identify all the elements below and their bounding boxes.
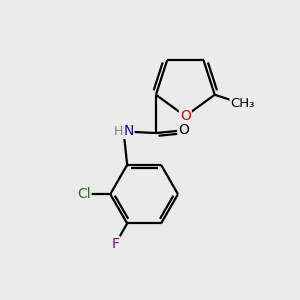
Text: O: O xyxy=(178,123,189,137)
Text: Cl: Cl xyxy=(77,187,91,201)
Text: H: H xyxy=(114,125,124,138)
Text: CH₃: CH₃ xyxy=(231,98,255,110)
Text: O: O xyxy=(180,109,191,123)
Text: F: F xyxy=(111,237,119,251)
Text: N: N xyxy=(124,124,134,138)
